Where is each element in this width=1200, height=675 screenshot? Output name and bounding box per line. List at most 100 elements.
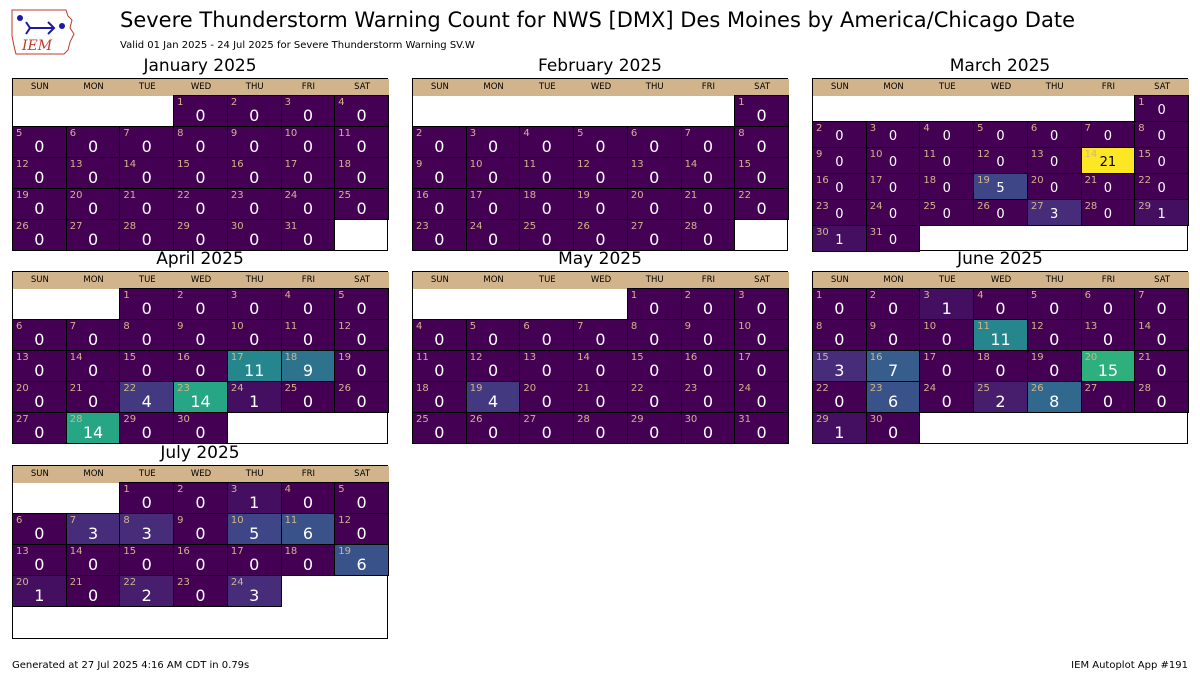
day-number: 4 (923, 123, 930, 134)
weekday-label: TUE (920, 272, 975, 289)
day-number: 18 (416, 383, 429, 394)
day-cell: 27 0 (65, 219, 121, 251)
count-label: 11 (244, 361, 265, 380)
count-label: 0 (141, 493, 152, 512)
count-label: 0 (195, 106, 206, 125)
count-label: 0 (34, 361, 45, 380)
count-label: 0 (835, 181, 844, 196)
day-number: 11 (523, 159, 537, 170)
count-label: 0 (1049, 299, 1060, 318)
count-label: 0 (87, 168, 99, 187)
month-title: April 2025 (156, 249, 244, 269)
day-cell: 24 0 (734, 381, 789, 413)
day-cell: 25 0 (519, 219, 575, 251)
day-number: 5 (338, 290, 345, 301)
day-cell: 25 0 (412, 412, 467, 444)
day-cell: 26 0 (973, 199, 1028, 226)
count-label: 1 (249, 392, 260, 411)
count-label: 0 (87, 137, 99, 156)
day-number: 5 (977, 123, 984, 134)
count-label: 0 (541, 230, 552, 249)
day-cell: 18 0 (280, 544, 336, 576)
count-label: 0 (1157, 155, 1166, 170)
day-number: 15 (816, 352, 829, 363)
day-number: 5 (469, 321, 477, 332)
day-number: 15 (630, 352, 644, 363)
count-label: 9 (302, 361, 313, 380)
day-cell: 11 0 (919, 147, 975, 174)
day-number: 15 (123, 546, 137, 557)
day-cell: 19 0 (1026, 350, 1082, 382)
count-label: 0 (595, 230, 606, 249)
day-number: 19 (469, 383, 483, 394)
weekday-label: TUE (520, 272, 575, 289)
day-number: 13 (1084, 321, 1098, 332)
count-label: 0 (834, 330, 845, 349)
day-cell: 17 0 (865, 173, 921, 200)
count-label: 0 (302, 230, 313, 249)
day-cell: 28 0 (119, 219, 175, 251)
day-cell: 10 0 (226, 319, 282, 351)
count-label: 4 (141, 392, 152, 411)
day-cell: 22 4 (119, 381, 175, 413)
weekday-label: MON (66, 79, 121, 96)
weekday-label: WED (174, 466, 228, 483)
day-cell: 30 0 (226, 219, 282, 251)
day-number: 21 (69, 383, 83, 394)
day-number: 25 (416, 414, 429, 425)
count-label: 0 (141, 137, 152, 156)
count-label: 0 (34, 423, 45, 442)
day-number: 7 (69, 321, 77, 332)
day-cell: 27 0 (12, 412, 67, 444)
chart-title: Severe Thunderstorm Warning Count for NW… (120, 8, 1075, 32)
weekday-label: WED (974, 272, 1028, 289)
day-number: 28 (1084, 201, 1098, 212)
day-number: 2 (816, 123, 823, 134)
day-number: 12 (469, 352, 483, 363)
day-cell: 28 0 (573, 412, 628, 444)
day-cell: 29 0 (173, 219, 228, 251)
day-number: 22 (123, 577, 137, 588)
day-cell: 23 0 (812, 199, 867, 226)
day-number: 23 (869, 383, 883, 394)
day-number: 20 (16, 577, 29, 588)
count-label: 6 (887, 392, 899, 411)
day-number: 5 (577, 128, 584, 139)
day-number: 12 (577, 159, 590, 170)
day-cell: 19 4 (465, 381, 521, 413)
weekday-label: FRI (1081, 79, 1136, 96)
day-cell: 29 0 (119, 412, 175, 444)
count-label: 0 (487, 361, 499, 380)
day-number: 4 (338, 97, 345, 108)
day-cell: 20 0 (519, 381, 575, 413)
weekday-label: SUN (413, 79, 467, 96)
day-number: 26 (16, 221, 29, 232)
count-label: 0 (888, 207, 898, 222)
count-label: 0 (487, 230, 499, 249)
day-number: 14 (123, 159, 137, 170)
count-label: 0 (302, 392, 313, 411)
weekday-label: TUE (120, 466, 175, 483)
day-cell: 25 0 (919, 199, 975, 226)
weekday-label: WED (574, 79, 628, 96)
count-label: 0 (487, 199, 499, 218)
day-cell: 14 0 (119, 157, 175, 189)
day-cell: 19 0 (12, 188, 67, 220)
day-cell: 17 0 (919, 350, 975, 382)
count-label: 0 (195, 493, 206, 512)
count-label: 0 (888, 129, 898, 144)
day-cell: 26 0 (12, 219, 67, 251)
count-label: 0 (941, 392, 952, 411)
day-cell: 22 0 (1134, 173, 1189, 200)
day-number: 10 (738, 321, 752, 332)
day-number: 28 (123, 221, 137, 232)
count-label: 11 (990, 330, 1011, 349)
day-number: 16 (684, 352, 698, 363)
count-label: 0 (1156, 361, 1167, 380)
day-cell: 21 0 (573, 381, 628, 413)
day-cell: 27 0 (519, 412, 575, 444)
